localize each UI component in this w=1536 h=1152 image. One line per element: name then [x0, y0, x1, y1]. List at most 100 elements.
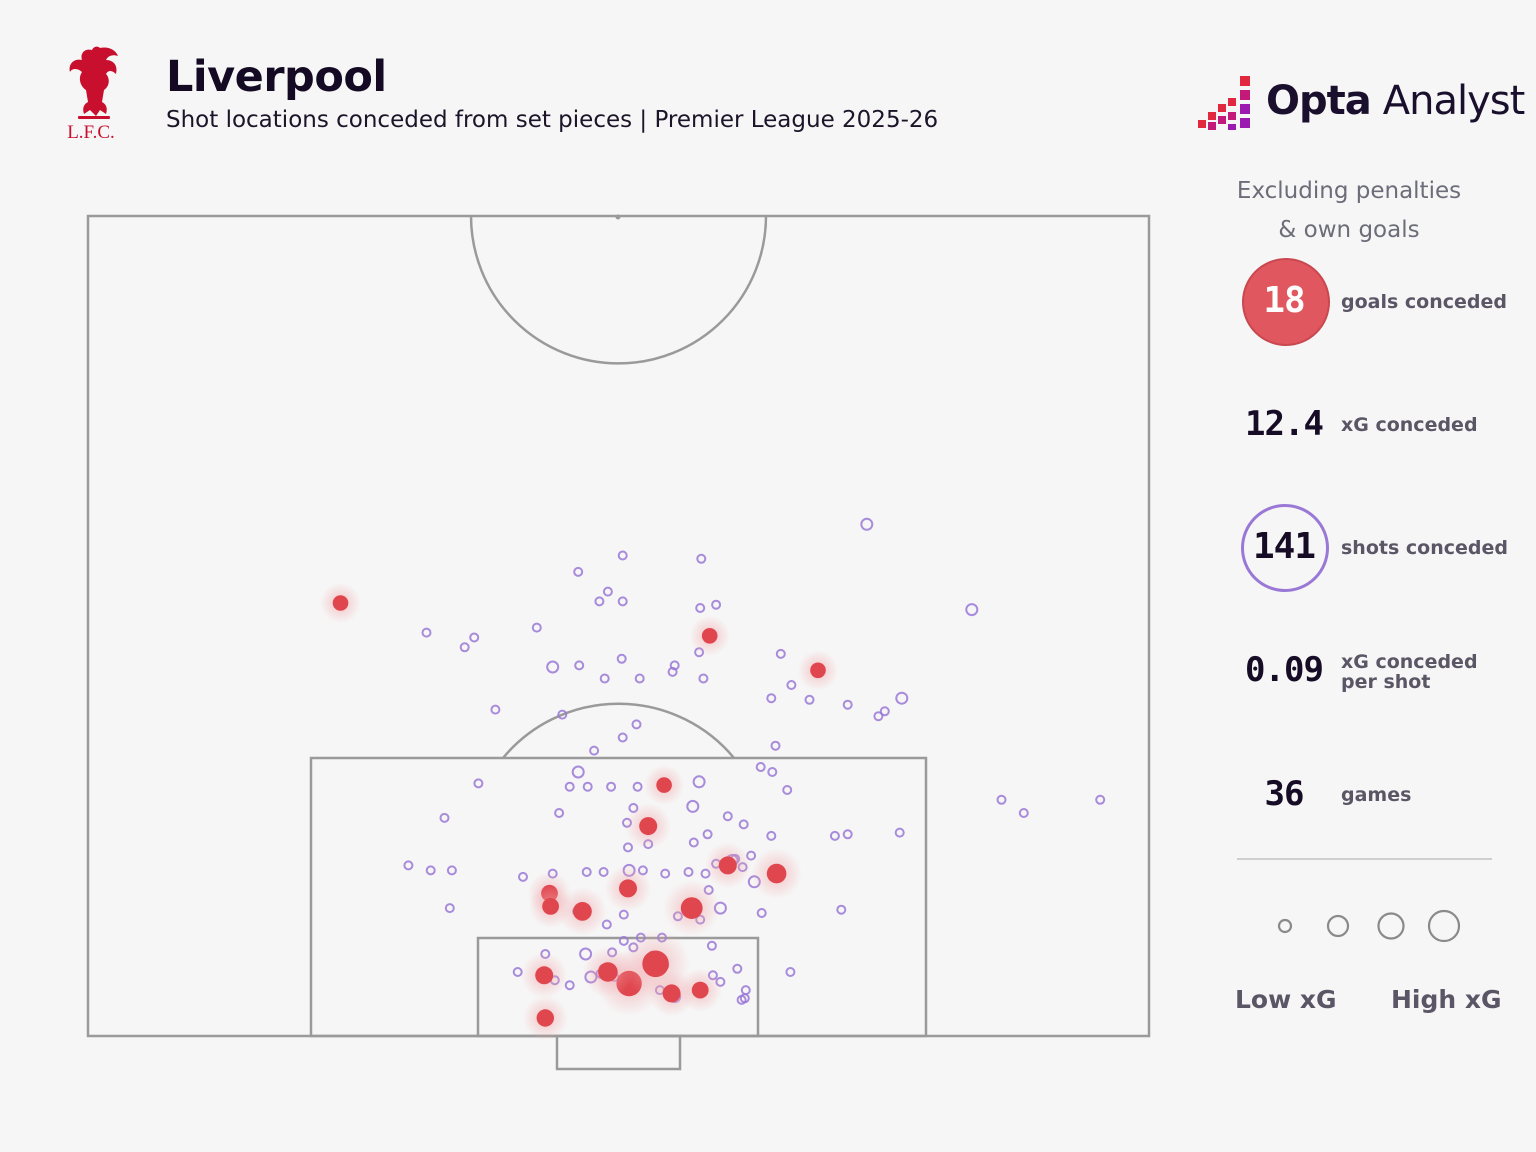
xg-per-shot-label-line2: per shot: [1341, 671, 1431, 693]
shot-point: [564, 980, 575, 991]
shot-point: [786, 680, 797, 690]
shot-point: [512, 967, 523, 977]
shot-point: [698, 673, 709, 684]
xg-per-shot-label-line1: xG conceded: [1341, 651, 1478, 673]
goals-conceded-value: 18: [1263, 280, 1305, 321]
shot-point: [617, 732, 628, 743]
shot-point: [1095, 794, 1106, 805]
xg-conceded-label: xG conceded: [1341, 414, 1478, 436]
shot-point: [766, 693, 777, 704]
shot-point: [879, 706, 890, 717]
goal-point: [573, 902, 592, 921]
shot-point: [598, 867, 609, 877]
goals-layer: [320, 582, 839, 1041]
shot-point: [770, 740, 781, 751]
shot-point: [632, 781, 643, 792]
xg-per-shot-value: 0.09: [1245, 650, 1324, 690]
shot-point: [571, 765, 585, 779]
shot-point: [660, 868, 671, 879]
shot-point: [767, 767, 778, 777]
shot-point: [775, 648, 786, 659]
crest-text: L.F.C.: [67, 122, 115, 143]
shot-point: [782, 785, 793, 795]
goal: [555, 1034, 682, 1071]
shot-point: [755, 762, 766, 772]
goal-point: [619, 879, 637, 898]
shot-point: [711, 599, 722, 610]
shot-point: [738, 819, 749, 830]
shot-point: [617, 596, 628, 607]
shot-point: [829, 830, 840, 841]
shot-point: [706, 940, 717, 951]
shot-point: [756, 908, 767, 918]
shot-point: [425, 865, 436, 876]
shot-point: [439, 812, 450, 823]
exclusion-note-line1: Excluding penalties: [1236, 178, 1462, 204]
shot-point: [686, 799, 700, 813]
shot-point: [695, 603, 706, 613]
legend-circle-2: [1326, 914, 1350, 938]
games-value: 36: [1264, 774, 1305, 814]
shot-point: [688, 837, 699, 848]
shot-point: [860, 517, 874, 531]
shot-point: [631, 719, 642, 730]
xg-per-shot-label: xG conceded per shot: [1341, 652, 1478, 692]
goal-point: [542, 898, 559, 915]
shot-point: [618, 935, 629, 946]
shot-point: [518, 871, 528, 882]
shot-point: [965, 603, 979, 617]
shot-point: [895, 691, 909, 705]
shot-point: [836, 904, 847, 915]
brand-word-analyst: Analyst: [1382, 78, 1526, 124]
shot-point: [446, 865, 457, 876]
shot-point: [740, 985, 751, 996]
shot-point: [473, 778, 484, 789]
games-label: games: [1341, 784, 1412, 806]
shot-point: [785, 967, 796, 977]
goal-point: [718, 856, 737, 875]
opta-bars-icon: [1198, 76, 1250, 130]
shot-point: [403, 860, 414, 871]
xg-size-legend: [1277, 909, 1461, 943]
shot-point: [574, 660, 585, 671]
shot-point: [617, 550, 628, 561]
legend-circle-4: [1427, 909, 1461, 943]
goal-point: [639, 817, 658, 836]
goal-point: [680, 897, 703, 919]
brand-word-opta: Opta: [1266, 78, 1372, 124]
shot-point: [599, 673, 610, 684]
shot-point: [589, 745, 600, 756]
legend-high-label: High xG: [1391, 985, 1502, 1014]
shot-point: [531, 622, 542, 633]
goal-point: [662, 984, 681, 1003]
shot-point: [490, 704, 501, 715]
shot-point: [702, 829, 713, 840]
goals-conceded-label: goals conceded: [1341, 291, 1507, 313]
shot-point: [459, 642, 470, 653]
goal-point: [598, 962, 618, 982]
shot-point: [421, 627, 432, 638]
shot-map-pitch: [86, 214, 1151, 1071]
goal-point: [810, 662, 826, 679]
shot-point: [554, 808, 565, 818]
shot-point: [1018, 808, 1029, 818]
shot-point: [602, 586, 613, 597]
goal-point: [701, 628, 718, 644]
shot-point: [842, 829, 853, 840]
legend-circle-1: [1277, 918, 1293, 934]
goal-point: [536, 1009, 554, 1027]
shot-point: [582, 781, 593, 792]
pitch-outline: [86, 214, 1151, 1038]
xg-conceded-value: 12.4: [1245, 404, 1324, 444]
shot-point: [444, 903, 455, 914]
exclusion-note-line2: & own goals: [1278, 217, 1420, 243]
shot-point: [696, 553, 707, 564]
shots-conceded-value: 141: [1252, 526, 1316, 567]
shot-point: [842, 699, 853, 710]
shot-point: [606, 781, 617, 792]
goal-point: [766, 863, 787, 884]
goal-point: [642, 950, 669, 978]
shot-point: [692, 775, 706, 789]
shot-point: [683, 867, 694, 877]
liverbird-crest-icon: L.F.C.: [67, 46, 118, 143]
